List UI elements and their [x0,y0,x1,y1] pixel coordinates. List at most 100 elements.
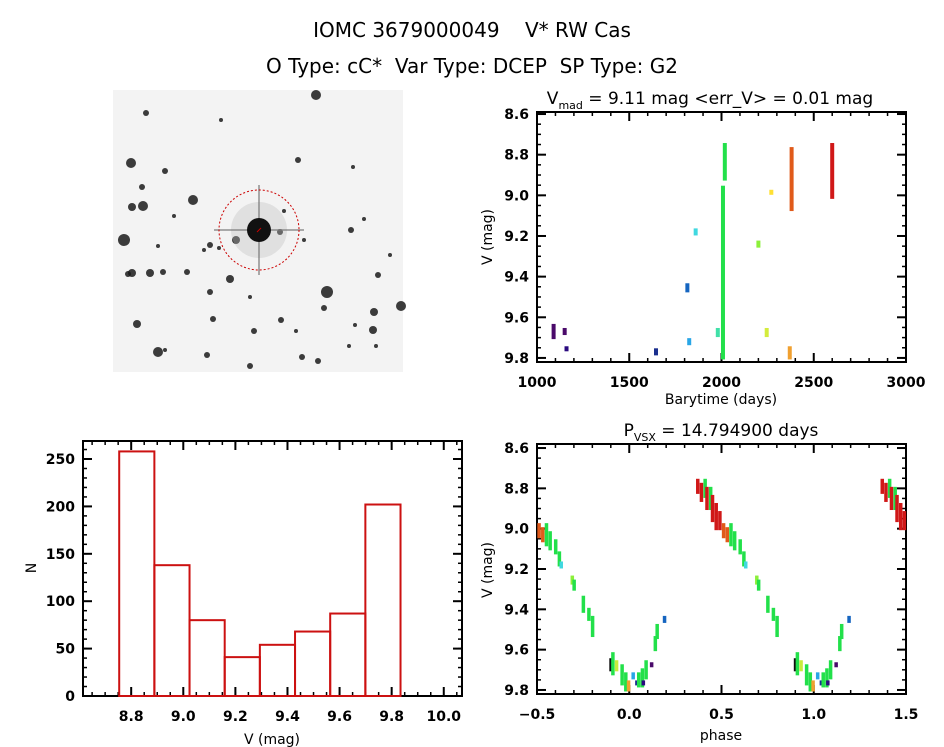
y-tick-label: 8.6 [504,107,529,123]
y-tick-label: 50 [56,642,76,658]
title-rest: = 9.11 mag <err_V> = 0.01 mag [583,89,873,109]
light-curve-title: Vmad = 9.11 mag <err_V> = 0.01 mag [547,89,873,112]
star [388,253,392,257]
y-tick-label: 8.8 [504,481,529,497]
data-point [887,478,892,498]
star [226,275,234,283]
star [247,363,253,369]
y-tick-label: 200 [46,499,75,515]
x-axis-label: V (mag) [244,732,300,747]
x-tick-label: 0.0 [617,707,642,723]
title-main: P [624,421,634,441]
data-point [769,189,774,195]
star [217,246,221,250]
star [153,347,163,357]
histogram-chart: V (mag) N 8.8 9.0 9.2 9.4 9.6 9.8 10.0 0 50 100 15… [24,440,463,747]
y-tick-label: 9.8 [504,683,529,699]
star [210,316,216,322]
data-point [685,283,690,293]
y-tick-label: 9.8 [504,351,529,367]
data-point [705,486,709,511]
data-point [764,327,769,338]
data-point [771,607,776,621]
data-point [819,680,824,686]
star [188,195,198,205]
star [315,358,321,364]
data-point [718,511,722,531]
data-point [815,672,820,680]
y-axis-label: N [24,563,40,573]
y-tick-label: 9.4 [504,602,529,618]
data-point [614,660,619,672]
x-tick-label: 9.0 [171,709,196,725]
data-point [710,494,715,523]
histogram-bar [294,630,332,698]
data-point [544,523,549,547]
data-point [838,636,842,652]
star [282,209,286,213]
data-point [553,539,558,555]
data-point [620,664,624,686]
data-point [636,672,641,688]
histogram-bar [188,619,226,698]
y-tick-label: 250 [46,452,75,468]
data-point [756,240,761,248]
y-tick-label: 100 [46,594,75,610]
target-circle [218,189,300,271]
data-point [715,327,720,338]
sky-image [113,90,406,372]
x-tick-label: −0.5 [519,707,556,723]
data-point [847,615,851,623]
data-point [551,323,556,340]
data-point [655,623,659,640]
x-axis-label: phase [700,728,742,744]
star [162,168,168,174]
data-point [789,147,794,212]
data-point [725,527,730,543]
data-point [799,660,803,672]
star [396,301,406,311]
x-tick-label: 3000 [887,375,926,391]
data-point [804,664,809,686]
x-tick-label: 2000 [702,375,741,391]
title-rest: = 14.794900 days [656,421,819,441]
data-point [795,652,800,676]
star [351,165,355,169]
data-point [626,680,631,692]
star [172,214,176,218]
star [138,201,148,211]
x-tick-label: 9.8 [379,709,404,725]
star [321,286,333,298]
data-point [755,575,759,585]
data-point [624,672,628,692]
star [125,271,131,277]
star [156,244,160,248]
star [302,238,306,242]
data-point [687,338,692,346]
x-axis-label: Barytime (days) [665,392,777,408]
star [311,90,321,100]
data-point [793,658,798,672]
x-tick-label: 0.5 [709,707,734,723]
data-point [557,551,562,567]
data-point [766,595,770,613]
star [278,317,284,323]
data-point [548,531,552,551]
star [374,344,378,348]
y-tick-label: 9.0 [504,522,529,538]
data-point [653,636,658,652]
data-point [564,346,569,352]
star [362,217,366,221]
x-tick-label: 9.2 [223,709,248,725]
data-point [609,658,613,672]
star [204,352,210,358]
star [146,269,154,277]
data-point [756,579,761,591]
data-point [742,551,746,567]
y-tick-label: 9.6 [504,643,529,659]
y-axis-label: V (mag) [480,209,496,265]
star [126,158,136,168]
star [370,308,378,316]
star [160,269,166,275]
data-point [811,680,815,692]
